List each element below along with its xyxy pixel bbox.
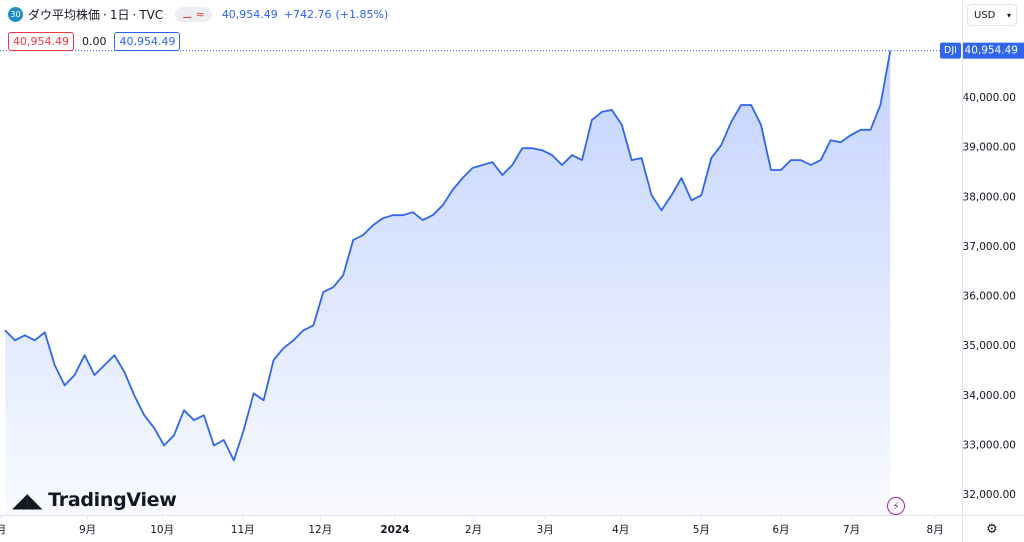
y-tick-label: 34,000.00 (963, 390, 1016, 402)
x-tick-label: 10月 (150, 524, 174, 536)
source: TVC (139, 7, 164, 22)
x-tick-label: 2024 (380, 524, 409, 536)
spread: 0.00 (81, 35, 107, 48)
logo-text: TradingView (48, 489, 177, 511)
x-tick-label: 5月 (693, 524, 710, 536)
x-tick-label: 12月 (308, 524, 332, 536)
y-tick-label: 40,000.00 (963, 92, 1016, 104)
x-tick-label: 4月 (612, 524, 629, 536)
trade-row: 40,954.49 0.00 40,954.49 (8, 32, 181, 51)
last-price-label: 40,954.49 (965, 45, 1018, 57)
symbol-badge: 30 (8, 7, 23, 22)
y-tick-label: 35,000.00 (963, 340, 1016, 352)
x-tick-label: 9月 (79, 524, 96, 536)
event-marker[interactable]: ⚡ (887, 497, 905, 515)
last-price-tag (963, 42, 1024, 59)
line (4, 50, 892, 462)
x-tick-label: 3月 (537, 524, 554, 536)
settings-button[interactable]: ⚙ (986, 522, 998, 537)
x-tick-label: 月 (0, 524, 6, 536)
x-tick-label: 2月 (465, 524, 482, 536)
y-tick-label: 36,000.00 (963, 291, 1016, 303)
change-pct: (+1.85%) (335, 8, 389, 21)
y-tick-label: 32,000.00 (963, 489, 1016, 501)
logo-icon: ◢◣ (12, 488, 43, 512)
symbol-tag-label: DJI (944, 45, 957, 56)
currency-select[interactable]: USD ▾ (967, 4, 1017, 26)
price: 40,954.49 (221, 8, 278, 21)
buy-button[interactable]: 40,954.49 (114, 32, 181, 51)
separator: · (132, 7, 137, 22)
x-tick-label: 11月 (231, 524, 255, 536)
interval[interactable]: 1日 (109, 8, 130, 22)
indicator-pill[interactable]: ⚊ ≈ (175, 7, 212, 22)
currency: USD (974, 9, 996, 21)
symbol-name[interactable]: ダウ平均株価 (28, 8, 101, 22)
x-tick-label: 7月 (843, 524, 860, 536)
change: +742.76 (283, 8, 332, 21)
x-tick-label: 6月 (772, 524, 789, 536)
y-tick-label: 39,000.00 (963, 142, 1016, 154)
y-tick-label: 37,000.00 (963, 241, 1016, 253)
logo[interactable]: ◢◣ TradingView (12, 488, 177, 512)
area (4, 50, 891, 515)
sell-button[interactable]: 40,954.49 (8, 32, 74, 51)
symbol-header: 30 ダウ平均株価 · 1日 · TVC ⚊ ≈ 40,954.49 +742.… (8, 6, 388, 23)
caret: ▾ (1006, 10, 1011, 20)
y-tick-label: 38,000.00 (963, 191, 1016, 203)
x-tick-label: 8月 (927, 524, 944, 536)
symbol-tag (940, 42, 961, 59)
separator: · (103, 7, 107, 22)
y-tick-label: 33,000.00 (963, 440, 1016, 452)
